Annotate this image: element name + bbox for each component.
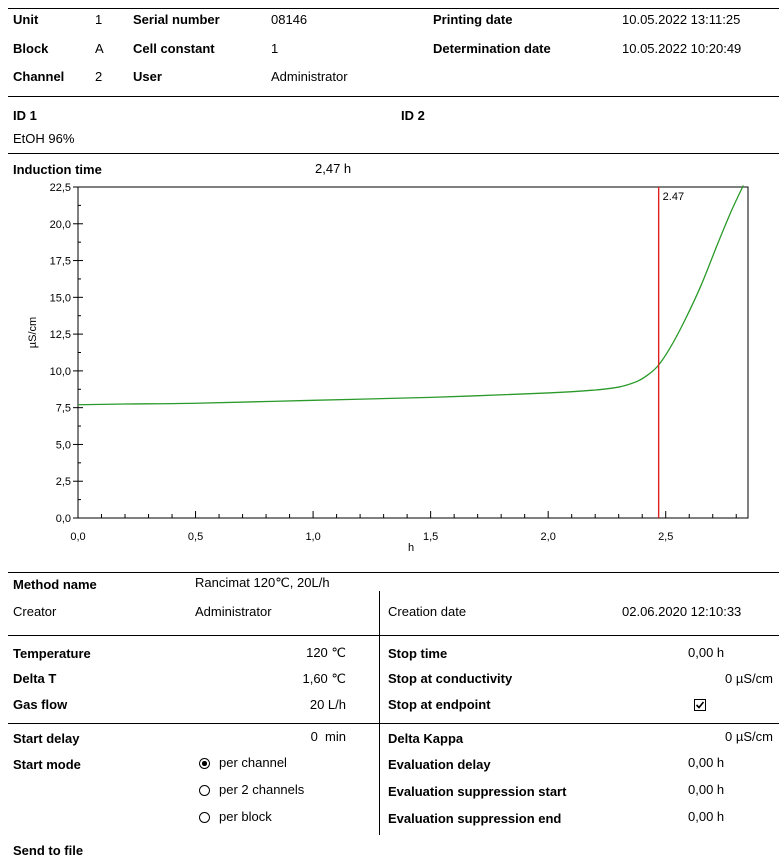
gas-flow-value: 20 L/h bbox=[309, 697, 346, 712]
stop-endpoint-checkbox[interactable] bbox=[694, 699, 706, 711]
column-divider bbox=[379, 591, 380, 835]
start-delay-label: Start delay bbox=[13, 731, 80, 746]
cell-constant-value: 1 bbox=[271, 41, 279, 56]
radio-per-2-channels-label[interactable]: per 2 channels bbox=[219, 782, 305, 797]
id1-value: EtOH 96% bbox=[13, 131, 75, 146]
method-name-value: Rancimat 120℃, 20L/h bbox=[195, 575, 330, 590]
y-tick-label: 2,5 bbox=[56, 476, 71, 488]
stop-conductivity-value: 0 µS/cm bbox=[725, 671, 773, 686]
temperature-label: Temperature bbox=[13, 646, 91, 661]
delta-t-value: 1,60 ℃ bbox=[302, 671, 346, 686]
determination-date-value: 10.05.2022 10:20:49 bbox=[622, 41, 742, 56]
x-tick-label: 1,5 bbox=[423, 531, 438, 543]
x-tick-label: 1,0 bbox=[305, 531, 320, 543]
top-rule bbox=[8, 8, 779, 9]
block-label: Block bbox=[13, 41, 49, 56]
y-tick-label: 15,0 bbox=[50, 292, 71, 304]
induction-time-label: Induction time bbox=[13, 162, 102, 177]
rule-start bbox=[8, 723, 779, 724]
eval-suppression-end-label: Evaluation suppression end bbox=[388, 811, 562, 826]
user-value: Administrator bbox=[271, 69, 348, 84]
eval-suppression-start-value: 0,00 h bbox=[688, 782, 725, 797]
determination-date-label: Determination date bbox=[433, 41, 551, 56]
creation-date-value: 02.06.2020 12:10:33 bbox=[622, 604, 742, 619]
radio-per-block[interactable] bbox=[199, 812, 210, 823]
x-tick-label: 0,5 bbox=[188, 531, 203, 543]
x-axis-label: h bbox=[408, 542, 414, 554]
radio-per-block-label[interactable]: per block bbox=[219, 809, 272, 824]
rule-params bbox=[8, 635, 779, 636]
stop-endpoint-label: Stop at endpoint bbox=[388, 697, 491, 712]
user-label: User bbox=[133, 69, 162, 84]
stop-time-value: 0,00 h bbox=[688, 645, 725, 660]
id1-label: ID 1 bbox=[13, 108, 37, 123]
unit-value: 1 bbox=[95, 12, 103, 27]
x-tick-label: 0,0 bbox=[70, 531, 85, 543]
creator-label: Creator bbox=[13, 604, 57, 619]
y-tick-label: 17,5 bbox=[50, 256, 71, 268]
induction-marker-label: 2.47 bbox=[663, 191, 684, 203]
y-tick-label: 22,5 bbox=[50, 182, 71, 194]
id2-label: ID 2 bbox=[401, 108, 425, 123]
y-tick-label: 12,5 bbox=[50, 329, 71, 341]
channel-label: Channel bbox=[13, 69, 65, 84]
y-tick-label: 20,0 bbox=[50, 219, 71, 231]
conductivity-series-line bbox=[77, 185, 744, 406]
induction-time-value: 2,47 h bbox=[315, 161, 352, 176]
rule-induction bbox=[8, 153, 779, 154]
channel-value: 2 bbox=[95, 69, 103, 84]
y-tick-label: 7,5 bbox=[56, 403, 71, 415]
radio-per-channel[interactable] bbox=[199, 758, 210, 769]
serial-label: Serial number bbox=[133, 12, 220, 27]
induction-chart: 0,0 2,5 5,0 7,5 10,0 12,5 15,0 17,5 20,0 22,5 0,0 0… bbox=[27, 182, 749, 554]
radio-per-2-channels[interactable] bbox=[199, 785, 210, 796]
creation-date-label: Creation date bbox=[388, 604, 467, 619]
unit-label: Unit bbox=[13, 12, 39, 27]
x-tick-label: 2,5 bbox=[658, 531, 673, 543]
temperature-value: 120 ℃ bbox=[306, 645, 346, 660]
gas-flow-label: Gas flow bbox=[13, 697, 68, 712]
delta-t-label: Delta T bbox=[13, 671, 57, 686]
y-tick-label: 0,0 bbox=[56, 513, 71, 525]
serial-value: 08146 bbox=[271, 12, 308, 27]
evaluation-delay-value: 0,00 h bbox=[688, 755, 725, 770]
start-delay-value: 0 min bbox=[310, 729, 346, 744]
stop-conductivity-label: Stop at conductivity bbox=[388, 671, 513, 686]
delta-kappa-label: Delta Kappa bbox=[388, 731, 464, 746]
evaluation-delay-label: Evaluation delay bbox=[388, 757, 491, 772]
cell-constant-label: Cell constant bbox=[133, 41, 215, 56]
x-tick-label: 2,0 bbox=[541, 531, 556, 543]
printing-date-label: Printing date bbox=[433, 12, 513, 27]
y-tick-label: 10,0 bbox=[50, 366, 71, 378]
eval-suppression-end-value: 0,00 h bbox=[688, 809, 725, 824]
block-value: A bbox=[95, 41, 104, 56]
plot-frame bbox=[77, 186, 749, 519]
radio-per-channel-label[interactable]: per channel bbox=[219, 755, 287, 770]
rule-ids bbox=[8, 96, 779, 97]
printing-date-value: 10.05.2022 13:11:25 bbox=[622, 12, 741, 27]
method-name-label: Method name bbox=[13, 577, 97, 592]
creator-value: Administrator bbox=[195, 604, 272, 619]
start-mode-label: Start mode bbox=[13, 757, 81, 772]
eval-suppression-start-label: Evaluation suppression start bbox=[388, 784, 567, 799]
delta-kappa-value: 0 µS/cm bbox=[725, 729, 773, 744]
y-tick-label: 5,0 bbox=[56, 439, 71, 451]
stop-time-label: Stop time bbox=[388, 646, 448, 661]
y-axis-label: µS/cm bbox=[27, 317, 39, 348]
checkmark-icon bbox=[695, 701, 705, 709]
rule-method bbox=[8, 572, 779, 573]
send-to-file-label: Send to file bbox=[13, 843, 84, 858]
